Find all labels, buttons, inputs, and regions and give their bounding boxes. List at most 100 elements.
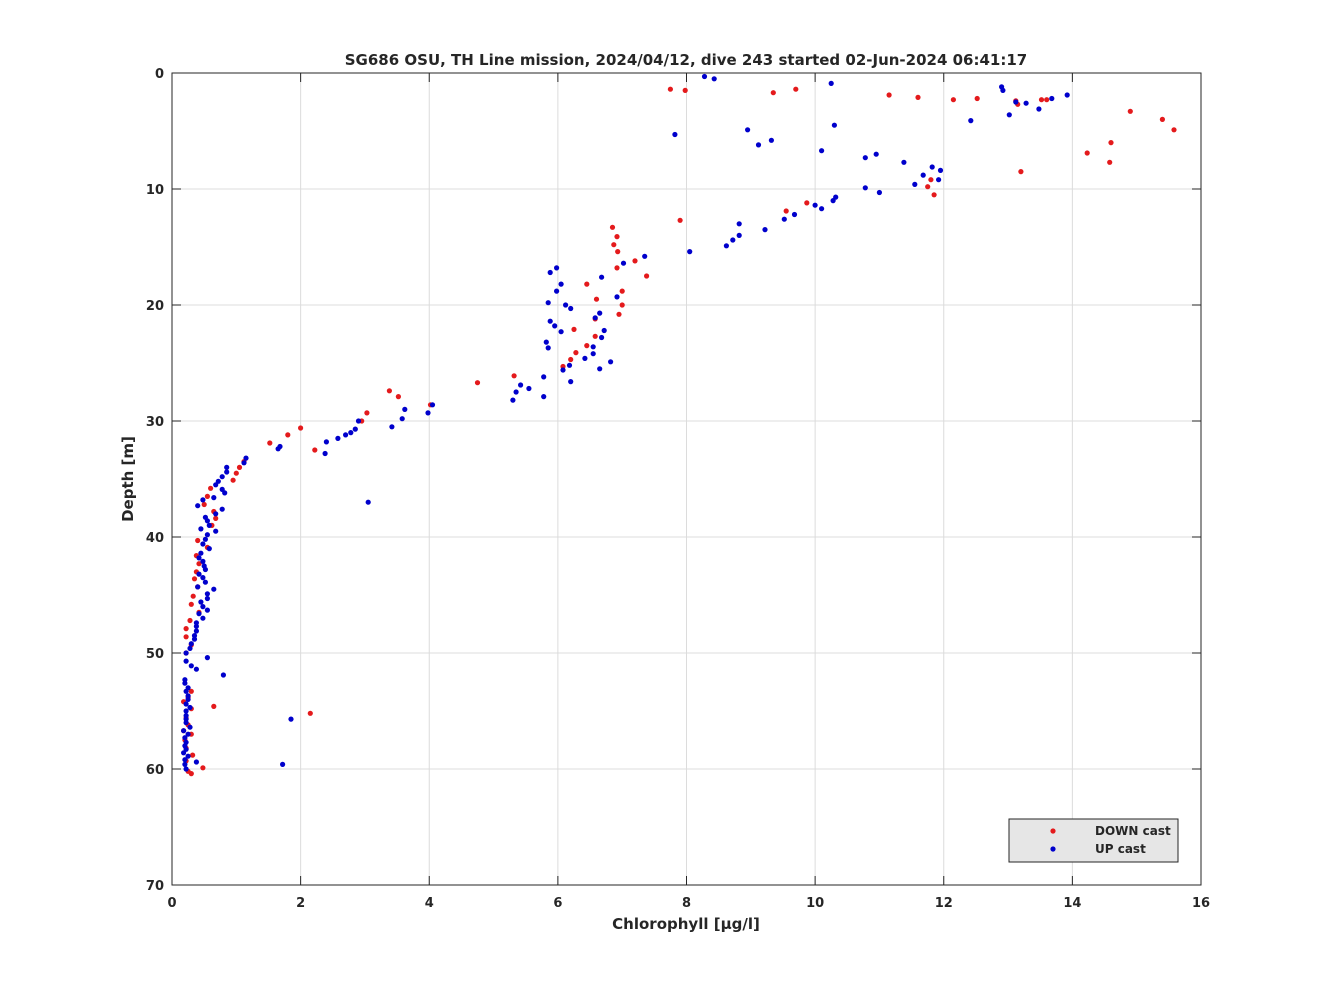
data-point-down-cast bbox=[1018, 169, 1024, 175]
data-point-down-cast bbox=[592, 333, 598, 339]
y-tick-label: 10 bbox=[146, 183, 164, 198]
data-point-up-cast bbox=[936, 177, 942, 183]
data-point-up-cast bbox=[198, 550, 204, 556]
data-point-up-cast bbox=[200, 575, 206, 581]
chart-title: SG686 OSU, TH Line mission, 2024/04/12, … bbox=[345, 51, 1028, 69]
data-point-down-cast bbox=[619, 302, 625, 308]
data-point-up-cast bbox=[429, 402, 436, 408]
data-point-down-cast bbox=[571, 326, 577, 332]
data-point-up-cast bbox=[183, 720, 189, 726]
data-point-up-cast bbox=[582, 355, 588, 361]
data-point-up-cast bbox=[831, 122, 838, 128]
data-point-down-cast bbox=[1171, 127, 1177, 133]
data-point-down-cast bbox=[213, 515, 219, 522]
data-point-up-cast bbox=[241, 460, 247, 466]
data-point-up-cast bbox=[937, 167, 944, 173]
data-point-up-cast bbox=[812, 202, 818, 208]
data-point-down-cast bbox=[915, 94, 921, 100]
data-point-up-cast bbox=[768, 137, 775, 143]
data-point-up-cast bbox=[526, 385, 532, 392]
data-point-down-cast bbox=[188, 771, 194, 777]
data-point-up-cast bbox=[183, 658, 189, 664]
data-point-down-cast bbox=[925, 184, 931, 190]
x-tick-label: 6 bbox=[553, 896, 562, 911]
data-point-up-cast bbox=[608, 359, 614, 365]
data-point-down-cast bbox=[614, 265, 620, 271]
data-point-up-cast bbox=[185, 731, 191, 737]
data-point-down-cast bbox=[395, 394, 401, 400]
data-point-up-cast bbox=[224, 469, 230, 475]
data-point-up-cast bbox=[560, 367, 566, 373]
data-point-up-cast bbox=[183, 708, 189, 714]
data-point-up-cast bbox=[552, 323, 558, 329]
data-point-down-cast bbox=[511, 373, 517, 379]
data-point-down-cast bbox=[195, 537, 201, 544]
data-point-up-cast bbox=[200, 558, 206, 565]
data-point-up-cast bbox=[711, 76, 717, 82]
data-point-up-cast bbox=[510, 397, 516, 403]
data-point-up-cast bbox=[187, 724, 193, 730]
x-axis-label: Chlorophyll [μg/l] bbox=[612, 915, 760, 933]
data-point-down-cast bbox=[190, 752, 196, 758]
legend-label-up-cast: UP cast bbox=[1095, 842, 1146, 856]
data-point-up-cast bbox=[206, 522, 212, 529]
data-point-down-cast bbox=[616, 311, 622, 317]
data-point-down-cast bbox=[190, 593, 196, 599]
data-point-up-cast bbox=[322, 450, 328, 457]
y-tick-label: 30 bbox=[146, 415, 164, 430]
data-point-up-cast bbox=[200, 497, 206, 503]
data-point-down-cast bbox=[187, 617, 193, 624]
data-point-up-cast bbox=[599, 334, 605, 341]
data-point-up-cast bbox=[545, 345, 551, 351]
data-point-up-cast bbox=[543, 339, 549, 345]
data-point-up-cast bbox=[745, 127, 751, 133]
data-point-up-cast bbox=[183, 688, 189, 694]
data-point-up-cast bbox=[243, 455, 249, 461]
data-point-down-cast bbox=[950, 97, 957, 103]
data-point-up-cast bbox=[402, 406, 408, 412]
data-point-up-cast bbox=[182, 761, 188, 768]
data-point-down-cast bbox=[285, 432, 291, 438]
data-point-down-cast bbox=[793, 86, 799, 92]
data-point-down-cast bbox=[584, 343, 590, 349]
data-point-down-cast bbox=[1107, 159, 1113, 165]
data-point-up-cast bbox=[554, 265, 560, 271]
x-tick-label: 10 bbox=[806, 896, 824, 911]
data-point-up-cast bbox=[597, 310, 603, 316]
data-point-down-cast bbox=[619, 288, 625, 294]
data-point-up-cast bbox=[183, 701, 189, 707]
data-point-down-cast bbox=[609, 224, 616, 230]
data-point-up-cast bbox=[191, 636, 198, 642]
data-point-down-cast bbox=[974, 95, 980, 102]
data-point-down-cast bbox=[233, 470, 239, 476]
data-point-up-cast bbox=[335, 435, 341, 441]
data-point-up-cast bbox=[541, 394, 547, 400]
data-point-up-cast bbox=[901, 159, 907, 165]
data-point-up-cast bbox=[193, 623, 199, 629]
data-point-up-cast bbox=[200, 541, 206, 547]
data-point-down-cast bbox=[267, 440, 273, 446]
data-point-up-cast bbox=[425, 410, 431, 416]
data-point-up-cast bbox=[204, 532, 210, 538]
data-point-up-cast bbox=[211, 586, 217, 592]
y-tick-label: 0 bbox=[155, 67, 164, 82]
y-tick-label: 70 bbox=[146, 879, 164, 894]
data-point-down-cast bbox=[928, 177, 934, 183]
data-point-up-cast bbox=[862, 185, 868, 191]
data-point-up-cast bbox=[672, 131, 678, 138]
data-point-up-cast bbox=[545, 300, 551, 306]
data-point-up-cast bbox=[547, 269, 553, 276]
data-point-up-cast bbox=[968, 118, 974, 124]
data-points bbox=[181, 73, 1177, 777]
data-point-up-cast bbox=[518, 382, 524, 388]
data-point-up-cast bbox=[343, 432, 349, 438]
data-point-up-cast bbox=[1049, 95, 1055, 102]
data-point-down-cast bbox=[1038, 97, 1045, 103]
data-point-down-cast bbox=[783, 208, 789, 214]
data-point-up-cast bbox=[558, 281, 564, 287]
legend: DOWN cast UP cast bbox=[1008, 818, 1179, 863]
data-point-up-cast bbox=[755, 142, 762, 148]
data-point-up-cast bbox=[701, 73, 708, 80]
data-point-up-cast bbox=[220, 672, 226, 678]
